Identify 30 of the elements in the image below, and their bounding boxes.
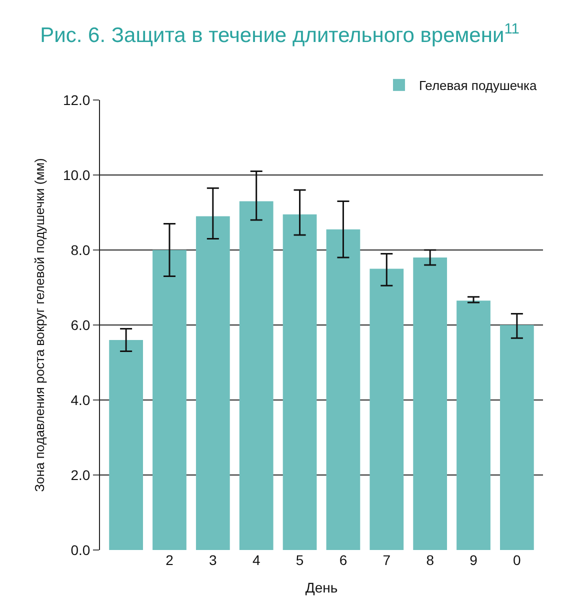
x-tick-label: 5 (296, 552, 304, 568)
bar (370, 268, 404, 550)
bar (239, 201, 274, 550)
x-tick-label: 9 (470, 552, 478, 568)
y-tick-label: 12.0 (62, 92, 90, 108)
bar (456, 300, 490, 550)
x-axis-title: День (305, 579, 338, 596)
y-tick-label: 2.0 (70, 466, 90, 483)
y-tick-label: 6.0 (70, 316, 90, 333)
x-tick-label: 8 (426, 552, 434, 568)
bar (196, 216, 230, 550)
y-tick-label: 0.0 (70, 542, 90, 558)
bar (152, 250, 186, 550)
x-tick-label: 4 (252, 552, 260, 568)
bar (109, 340, 143, 550)
x-tick-label: 6 (339, 552, 348, 568)
bar (282, 214, 317, 550)
x-tick-label: 0 (513, 552, 522, 568)
x-tick-label: 2 (166, 552, 174, 568)
x-tick-label: 3 (209, 552, 218, 568)
chart-title: Рис. 6. Защита в течение длительного времени$^{11}$ (40, 21, 520, 48)
y-tick-label: 10.0 (62, 166, 90, 183)
bar (326, 229, 360, 550)
x-tick-label: 7 (382, 552, 391, 568)
y-tick-label: 8.0 (70, 242, 90, 258)
legend-label: Гелевая подушечка (419, 78, 538, 94)
bar (500, 325, 534, 550)
bar (413, 258, 448, 550)
y-tick-label: 4.0 (70, 392, 90, 408)
y-axis-title: Зона подавления роста вокруг гелевой подушечки (мм) (32, 158, 47, 492)
